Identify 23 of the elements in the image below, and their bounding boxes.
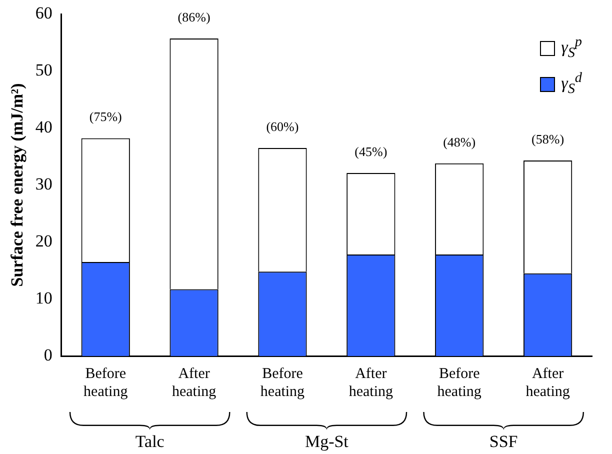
y-tick-label: 0 (44, 345, 52, 364)
annotation: (45%) (354, 144, 388, 159)
x-tick-label: After heating (172, 366, 217, 400)
y-tick-label: 40 (35, 117, 52, 136)
y-tick-label: 50 (35, 60, 52, 80)
annotation: (58%) (532, 131, 564, 146)
annotation: (86%) (178, 9, 210, 24)
y-tick-label: 60 (35, 3, 52, 22)
text: SSF (489, 432, 518, 452)
annotation: (48%) (443, 134, 476, 150)
annotation: (75%) (89, 109, 122, 124)
annotation: (60%) (266, 118, 299, 134)
text: Talc (135, 432, 164, 452)
text: Mg-St (304, 432, 348, 452)
x-tick-label: After heating (526, 366, 570, 400)
x-tick-label: Before heating (437, 366, 482, 400)
y-axis-title: Surface free energy (mJ/m²) (8, 83, 27, 287)
y-tick-label: 30 (35, 174, 52, 194)
x-tick-label: After heating (348, 366, 394, 400)
y-tick-label: 10 (35, 288, 52, 308)
x-tick-label: Before heating (84, 366, 128, 400)
y-tick-label: 20 (35, 231, 52, 250)
x-tick-label: Before heating (260, 366, 306, 400)
